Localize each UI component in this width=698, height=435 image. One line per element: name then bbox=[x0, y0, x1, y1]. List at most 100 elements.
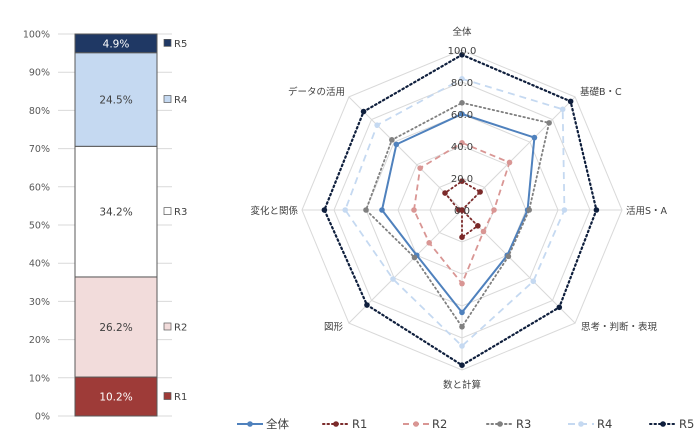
legend-marker bbox=[578, 421, 584, 427]
data-point bbox=[556, 304, 563, 311]
series-R5 bbox=[321, 52, 600, 369]
legend-label: R4 bbox=[174, 95, 187, 106]
data-point bbox=[342, 207, 349, 213]
axis-label: 全体 bbox=[452, 26, 472, 38]
data-point bbox=[389, 137, 395, 143]
data-point bbox=[561, 207, 568, 213]
bar-segment-r5 bbox=[74, 33, 158, 54]
data-label: 10.2% bbox=[99, 392, 132, 404]
radar-spoke bbox=[461, 209, 576, 324]
data-point bbox=[506, 159, 513, 166]
legend-swatch bbox=[163, 95, 172, 103]
legend-swatch bbox=[163, 39, 172, 47]
data-point bbox=[530, 278, 537, 285]
series-R3 bbox=[363, 100, 552, 330]
data-point bbox=[459, 362, 465, 369]
data-point bbox=[459, 52, 465, 58]
data-point bbox=[459, 343, 465, 349]
data-point bbox=[567, 98, 574, 105]
legend-label: R2 bbox=[432, 417, 447, 431]
data-point bbox=[480, 228, 487, 235]
legend-label: R4 bbox=[597, 417, 612, 431]
axis-label: 数と計算 bbox=[443, 379, 481, 391]
legend-swatch bbox=[163, 207, 172, 215]
data-point bbox=[505, 253, 512, 260]
legend-label: R3 bbox=[174, 207, 187, 218]
data-point bbox=[593, 207, 600, 213]
data-point bbox=[559, 106, 566, 113]
data-label: 34.2% bbox=[99, 207, 132, 219]
axis-label: 思考・判断・表現 bbox=[581, 321, 658, 333]
data-label: 4.9% bbox=[103, 38, 130, 50]
legend-label: R3 bbox=[516, 417, 531, 431]
bar-segment-r1 bbox=[74, 376, 158, 417]
y-tick-label: 0% bbox=[35, 412, 50, 423]
series-R1 bbox=[442, 178, 483, 240]
data-point bbox=[475, 223, 481, 229]
legend-label: R5 bbox=[679, 417, 694, 431]
data-label: 24.5% bbox=[99, 95, 132, 107]
series-line bbox=[344, 77, 566, 348]
bar-segment-r3 bbox=[74, 145, 158, 278]
y-tick-label: 30% bbox=[29, 297, 50, 308]
data-point bbox=[390, 276, 396, 282]
stacked-bar-chart: 0% 10% 20% 30% 40% 50% 60% 70% 80% 90% 100% 10.2% R1… bbox=[23, 30, 187, 423]
radial-tick-label: 20.0 bbox=[451, 174, 473, 185]
data-point bbox=[459, 140, 465, 146]
data-point bbox=[459, 309, 465, 316]
data-point bbox=[459, 324, 465, 330]
y-tick-label: 100% bbox=[23, 30, 50, 41]
data-point bbox=[393, 141, 400, 148]
radial-tick-label: 80.0 bbox=[451, 78, 473, 89]
axis-label: 活用S・A bbox=[626, 205, 668, 217]
data-point bbox=[321, 207, 328, 213]
legend-swatch bbox=[163, 392, 172, 400]
axis-label: 基礎B・C bbox=[580, 86, 622, 98]
data-point bbox=[531, 134, 538, 141]
data-point bbox=[546, 120, 552, 126]
data-point bbox=[374, 122, 380, 128]
legend-label: R1 bbox=[352, 417, 367, 431]
data-point bbox=[360, 108, 367, 115]
data-point bbox=[459, 76, 465, 82]
radial-tick-label: 100.0 bbox=[448, 46, 477, 57]
series-R2 bbox=[411, 140, 513, 287]
bar-segment-r2 bbox=[74, 276, 158, 378]
y-tick-label: 20% bbox=[29, 335, 50, 346]
series-R4 bbox=[342, 76, 568, 349]
legend-label: R2 bbox=[174, 322, 187, 333]
data-point bbox=[526, 207, 532, 213]
radar-legend: 全体 R1 R2 R3 R4 R5 bbox=[237, 417, 694, 431]
axis-label: 図形 bbox=[324, 321, 344, 333]
bar-segment-r4 bbox=[74, 52, 158, 147]
data-point bbox=[477, 189, 483, 195]
legend-swatch bbox=[163, 322, 172, 331]
data-label: 26.2% bbox=[99, 322, 132, 334]
axis-label: データの活用 bbox=[288, 86, 345, 98]
data-point bbox=[426, 240, 432, 246]
y-tick-label: 50% bbox=[29, 221, 50, 232]
data-point bbox=[459, 111, 465, 117]
legend-marker bbox=[660, 421, 666, 427]
data-point bbox=[363, 207, 369, 213]
series-line bbox=[364, 101, 551, 329]
data-point bbox=[417, 165, 423, 171]
legend-marker bbox=[247, 421, 253, 427]
data-point bbox=[379, 207, 385, 213]
legend-label: R5 bbox=[174, 39, 187, 50]
radial-tick-label: 0.0 bbox=[454, 206, 470, 217]
data-point bbox=[491, 207, 497, 213]
legend-marker bbox=[333, 421, 339, 427]
data-point bbox=[442, 190, 448, 196]
legend-label: 全体 bbox=[266, 417, 289, 431]
y-tick-label: 80% bbox=[29, 106, 50, 117]
legend-label: R1 bbox=[174, 392, 187, 403]
y-tick-label: 10% bbox=[29, 373, 50, 384]
y-tick-label: 70% bbox=[29, 144, 50, 155]
y-tick-label: 60% bbox=[29, 182, 50, 193]
legend-marker bbox=[413, 421, 419, 427]
data-point bbox=[411, 207, 417, 213]
y-tick-label: 40% bbox=[29, 259, 50, 270]
legend-marker bbox=[497, 421, 503, 427]
